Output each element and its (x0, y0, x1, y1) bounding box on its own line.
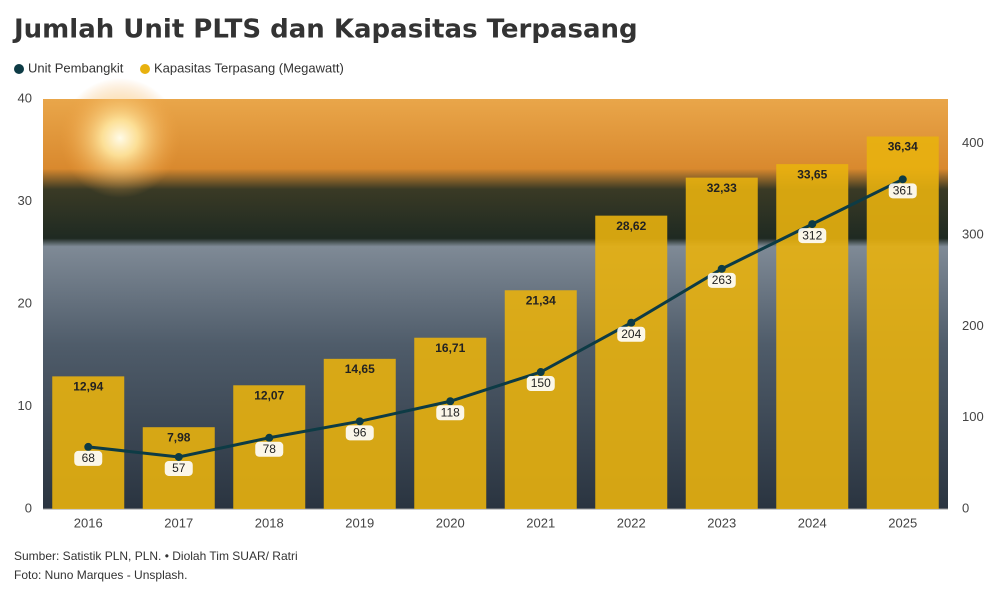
x-tick-label: 2017 (164, 515, 193, 530)
x-tick-label: 2022 (617, 515, 646, 530)
line-point (898, 175, 907, 184)
y-tick-label: 0 (25, 500, 32, 515)
bar-value-label: 12,94 (73, 380, 103, 394)
source-note: Sumber: Satistik PLN, PLN. • Diolah Tim … (14, 549, 298, 563)
point-label-bg (888, 183, 917, 199)
point-label-bg (707, 272, 736, 288)
line-point (174, 452, 183, 461)
bar-value-label: 14,65 (345, 362, 375, 376)
y-tick-label: 40 (18, 90, 32, 105)
point-label-bg (617, 326, 646, 342)
legend-label: Unit Pembangkit (28, 60, 124, 75)
bar (504, 290, 577, 509)
line-point (84, 442, 93, 451)
legend-swatch (140, 64, 150, 74)
point-value-label: 68 (82, 451, 96, 465)
y2-tick-label: 400 (962, 135, 984, 150)
bar-value-label: 32,33 (707, 181, 737, 195)
bar (52, 376, 125, 509)
photo-credit: Foto: Nuno Marques - Unsplash. (14, 568, 187, 582)
point-value-label: 78 (263, 442, 277, 456)
point-label-bg (436, 405, 465, 421)
bar-value-label: 36,34 (888, 140, 918, 154)
bar-value-label: 33,65 (797, 167, 827, 181)
bar-value-label: 21,34 (526, 293, 556, 307)
line-point (627, 318, 636, 327)
bar-value-label: 7,98 (167, 430, 191, 444)
x-tick-label: 2019 (345, 515, 374, 530)
y-tick-label: 30 (18, 193, 32, 208)
point-value-label: 361 (893, 184, 913, 198)
line-point (717, 264, 726, 273)
chart-title: Jumlah Unit PLTS dan Kapasitas Terpasang (12, 15, 638, 45)
point-label-bg (164, 460, 193, 476)
bar (866, 136, 939, 509)
line-point (265, 433, 274, 442)
line-point (536, 368, 545, 377)
point-value-label: 96 (353, 426, 367, 440)
bar-value-label: 28,62 (616, 219, 646, 233)
line-point (446, 397, 455, 406)
point-label-bg (255, 441, 284, 457)
x-tick-label: 2016 (74, 515, 103, 530)
point-label-bg (74, 450, 103, 466)
x-tick-label: 2024 (798, 515, 827, 530)
sun (60, 78, 180, 198)
x-tick-label: 2021 (526, 515, 555, 530)
point-value-label: 150 (531, 376, 551, 390)
line (88, 178, 904, 459)
bar-value-label: 16,71 (435, 341, 465, 355)
x-tick-label: 2025 (888, 515, 917, 530)
point-value-label: 312 (802, 228, 822, 242)
point-value-label: 263 (712, 273, 732, 287)
y-tick-label: 20 (18, 295, 32, 310)
point-label-bg (798, 228, 827, 244)
x-tick-label: 2018 (255, 515, 284, 530)
y2-tick-label: 200 (962, 318, 984, 333)
point-value-label: 204 (621, 327, 641, 341)
point-value-label: 118 (441, 405, 460, 419)
line-point (808, 220, 817, 229)
x-tick-label: 2023 (707, 515, 736, 530)
legend-swatch (14, 64, 24, 74)
y2-tick-label: 300 (962, 226, 984, 241)
y-tick-label: 10 (18, 398, 32, 413)
bar (414, 337, 487, 509)
bar-value-label: 12,07 (254, 388, 284, 402)
point-value-label: 57 (172, 461, 186, 475)
legend-label: Kapasitas Terpasang (Megawatt) (154, 60, 344, 75)
point-label-bg (345, 425, 374, 441)
point-label-bg (526, 376, 555, 392)
bar (685, 177, 758, 509)
line-point (355, 417, 364, 426)
y2-tick-label: 0 (962, 500, 969, 515)
y2-tick-label: 100 (962, 409, 984, 424)
bar (595, 215, 668, 509)
x-tick-label: 2020 (436, 515, 465, 530)
bar (776, 164, 849, 509)
